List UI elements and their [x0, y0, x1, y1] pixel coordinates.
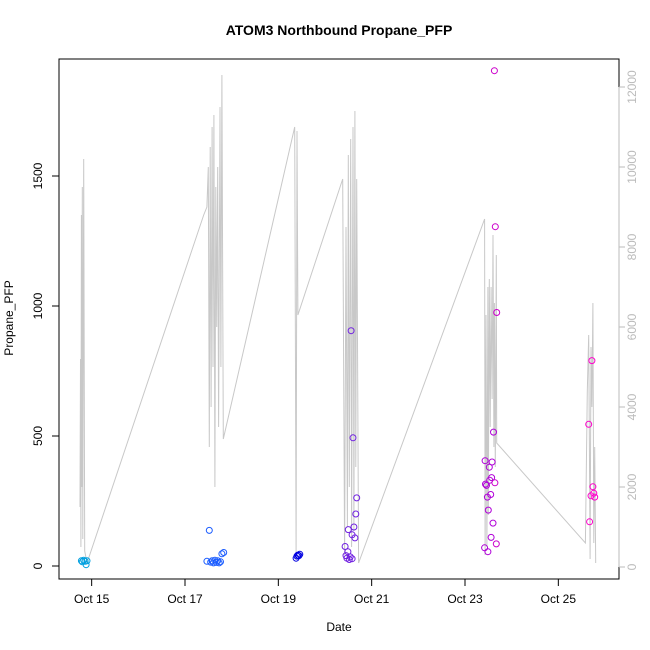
data-point — [489, 519, 497, 527]
data-point — [203, 557, 211, 565]
data-point — [351, 534, 359, 542]
data-point — [350, 523, 358, 531]
secondary-y-tick-label: 2000 — [625, 473, 639, 500]
secondary-line-series — [79, 74, 597, 565]
data-point — [215, 559, 223, 567]
plot-frame — [58, 58, 620, 580]
y-tick-label: 500 — [31, 426, 45, 446]
data-point — [483, 481, 490, 489]
y-tick-label: 1000 — [31, 292, 45, 319]
x-axis-label: Date — [326, 620, 352, 634]
data-point — [481, 457, 489, 465]
secondary-line — [79, 74, 597, 565]
scatter-points — [77, 67, 599, 569]
x-tick-label: Oct 23 — [447, 592, 483, 606]
data-point — [349, 434, 357, 442]
data-point — [488, 474, 496, 482]
data-point — [217, 558, 224, 566]
data-point — [484, 506, 492, 514]
secondary-y-tick-label: 0 — [625, 563, 639, 570]
y-axis-label: Propane_PFP — [2, 280, 16, 355]
data-point — [492, 540, 500, 548]
secondary-y-tick-label: 6000 — [625, 313, 639, 340]
data-point — [344, 526, 352, 534]
x-tick-label: Oct 17 — [167, 592, 203, 606]
data-point — [295, 552, 303, 560]
data-point — [485, 463, 493, 471]
data-point — [591, 493, 599, 501]
data-point — [353, 494, 361, 502]
y-axis: 0 500 1000 1500 — [31, 162, 60, 569]
data-point — [588, 357, 596, 365]
x-tick-label: Oct 25 — [541, 592, 577, 606]
x-tick-label: Oct 15 — [74, 592, 110, 606]
x-axis: Oct 15 Oct 17 Oct 19 Oct 21 Oct 23 Oct 25 — [74, 578, 577, 606]
data-point — [482, 480, 489, 488]
chart-title: ATOM3 Northbound Propane_PFP — [226, 22, 453, 38]
data-point — [491, 223, 499, 231]
secondary-y-axis: 0 2000 4000 6000 8000 10000 12000 — [618, 70, 639, 570]
data-point — [218, 550, 226, 558]
data-point — [220, 549, 228, 556]
data-point — [487, 533, 495, 541]
data-point — [347, 327, 355, 335]
data-point — [585, 420, 593, 428]
data-point — [488, 458, 496, 466]
secondary-y-tick-label: 10000 — [625, 150, 639, 184]
data-point — [590, 489, 598, 497]
y-tick-label: 1500 — [31, 162, 45, 189]
data-point — [484, 548, 492, 556]
data-point — [205, 526, 213, 534]
secondary-y-tick-label: 4000 — [625, 393, 639, 420]
x-tick-label: Oct 19 — [261, 592, 297, 606]
data-point — [490, 67, 498, 75]
data-point — [352, 510, 360, 518]
x-tick-label: Oct 21 — [354, 592, 390, 606]
data-point — [493, 309, 501, 316]
data-point — [212, 558, 220, 566]
data-point — [490, 428, 497, 436]
data-point — [589, 483, 597, 491]
secondary-y-tick-label: 12000 — [625, 70, 639, 104]
data-point — [491, 479, 499, 487]
data-point — [82, 561, 90, 569]
data-point — [346, 553, 354, 561]
data-point — [586, 518, 594, 526]
data-point — [341, 543, 349, 550]
data-point — [83, 557, 91, 565]
secondary-y-tick-label: 8000 — [625, 233, 639, 260]
data-point — [348, 555, 356, 563]
y-tick-label: 0 — [31, 562, 45, 569]
data-point — [487, 491, 495, 498]
data-point — [296, 550, 304, 558]
